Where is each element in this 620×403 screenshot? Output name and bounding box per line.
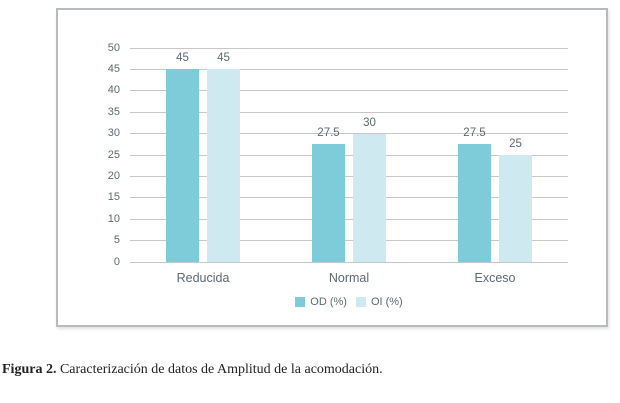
figure-caption: Figura 2. Caracterización de datos de Am… bbox=[2, 361, 383, 378]
legend: OD (%) OI (%) bbox=[130, 296, 568, 308]
gridline-10 bbox=[130, 218, 568, 220]
bar-od-normal bbox=[312, 144, 345, 262]
y-tick-label-40: 40 bbox=[107, 84, 120, 97]
bar-value-label-oi-reducida: 45 bbox=[217, 52, 230, 65]
y-tick-label-25: 25 bbox=[107, 148, 120, 161]
legend-swatch-icon-od bbox=[295, 297, 306, 307]
y-axis-labels: 0 5 10 15 20 25 30 35 40 45 50 bbox=[58, 10, 120, 325]
gridline-45 bbox=[130, 68, 568, 70]
plot-area: 45 45 27.5 30 27.5 25 bbox=[130, 47, 568, 263]
legend-label-oi: OI (%) bbox=[370, 296, 403, 308]
gridline-15 bbox=[130, 197, 568, 199]
y-tick-label-5: 5 bbox=[113, 234, 120, 247]
bar-od-exceso bbox=[458, 144, 491, 262]
y-tick-label-15: 15 bbox=[107, 191, 120, 204]
legend-item-od: OD (%) bbox=[295, 296, 347, 308]
gridline-5 bbox=[130, 240, 568, 242]
chart-panel: 0 5 10 15 20 25 30 35 40 45 50 45 45 27.5 30 27.5 25 Re… bbox=[56, 8, 608, 327]
bar-oi-reducida bbox=[207, 69, 240, 262]
gridline-50 bbox=[130, 47, 568, 49]
y-tick-label-50: 50 bbox=[107, 41, 120, 54]
x-category-label-normal: Normal bbox=[328, 271, 370, 285]
bar-oi-normal bbox=[353, 133, 386, 262]
gridline-35 bbox=[130, 111, 568, 113]
bar-value-label-oi-exceso: 25 bbox=[509, 138, 522, 150]
y-tick-label-45: 45 bbox=[107, 62, 120, 75]
y-tick-label-30: 30 bbox=[107, 127, 120, 140]
gridline-25 bbox=[130, 154, 568, 156]
legend-item-oi: OI (%) bbox=[355, 296, 403, 308]
bar-value-label-od-exceso: 27.5 bbox=[463, 127, 486, 140]
figure-caption-label: Figura 2. bbox=[2, 362, 57, 377]
bar-value-label-oi-normal: 30 bbox=[363, 116, 376, 129]
gridline-0 bbox=[130, 261, 568, 263]
y-tick-label-10: 10 bbox=[107, 212, 120, 225]
bar-value-label-od-normal: 27.5 bbox=[317, 127, 340, 140]
y-tick-label-35: 35 bbox=[107, 105, 120, 118]
bar-od-reducida bbox=[166, 69, 199, 262]
bar-value-label-od-reducida: 45 bbox=[176, 52, 189, 65]
gridline-40 bbox=[130, 90, 568, 92]
legend-label-od: OD (%) bbox=[310, 296, 347, 308]
bar-oi-exceso bbox=[499, 155, 532, 262]
figure-caption-text: Caracterización de datos de Amplitud de … bbox=[59, 362, 383, 377]
gridline-30 bbox=[130, 133, 568, 135]
legend-swatch-icon-oi bbox=[355, 297, 366, 307]
x-category-label-reducida: Reducida bbox=[176, 271, 230, 285]
x-category-label-exceso: Exceso bbox=[474, 271, 516, 285]
y-tick-label-20: 20 bbox=[107, 169, 120, 182]
x-axis-labels: Reducida Normal Exceso bbox=[130, 271, 568, 287]
gridline-20 bbox=[130, 175, 568, 177]
y-tick-label-0: 0 bbox=[113, 255, 120, 268]
